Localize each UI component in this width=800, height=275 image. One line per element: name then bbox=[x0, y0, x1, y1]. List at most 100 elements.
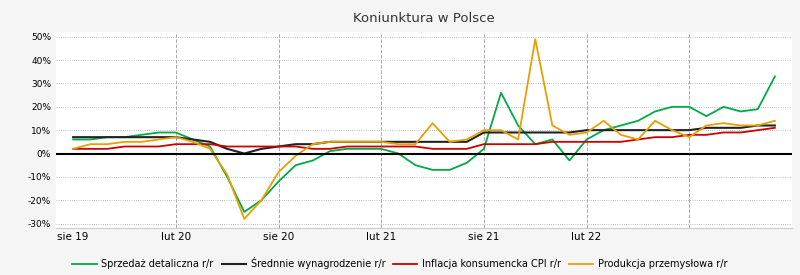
Produkcja przemysłowa r/r bbox=[582, 131, 591, 134]
Średnnie wynagrodzenie r/r bbox=[599, 128, 609, 132]
Produkcja przemysłowa r/r bbox=[718, 122, 728, 125]
Inflacja konsumencka CPI r/r bbox=[239, 145, 249, 148]
Średnnie wynagrodzenie r/r bbox=[308, 142, 318, 146]
Średnnie wynagrodzenie r/r bbox=[702, 126, 711, 130]
Produkcja przemysłowa r/r bbox=[410, 142, 420, 146]
Sprzedaż detaliczna r/r bbox=[68, 138, 78, 141]
Średnnie wynagrodzenie r/r bbox=[667, 128, 677, 132]
Średnnie wynagrodzenie r/r bbox=[582, 128, 591, 132]
Średnnie wynagrodzenie r/r bbox=[633, 128, 642, 132]
Produkcja przemysłowa r/r bbox=[274, 170, 283, 174]
Sprzedaż detaliczna r/r bbox=[616, 124, 626, 127]
Sprzedaż detaliczna r/r bbox=[667, 105, 677, 108]
Produkcja przemysłowa r/r bbox=[308, 142, 318, 146]
Produkcja przemysłowa r/r bbox=[342, 140, 352, 144]
Produkcja przemysłowa r/r bbox=[120, 140, 130, 144]
Sprzedaż detaliczna r/r bbox=[718, 105, 728, 108]
Sprzedaż detaliczna r/r bbox=[377, 147, 386, 150]
Średnnie wynagrodzenie r/r bbox=[274, 145, 283, 148]
Sprzedaż detaliczna r/r bbox=[308, 159, 318, 162]
Średnnie wynagrodzenie r/r bbox=[325, 140, 334, 144]
Sprzedaż detaliczna r/r bbox=[257, 199, 266, 202]
Inflacja konsumencka CPI r/r bbox=[462, 147, 471, 150]
Inflacja konsumencka CPI r/r bbox=[599, 140, 609, 144]
Inflacja konsumencka CPI r/r bbox=[120, 145, 130, 148]
Line: Sprzedaż detaliczna r/r: Sprzedaż detaliczna r/r bbox=[73, 76, 775, 212]
Line: Produkcja przemysłowa r/r: Produkcja przemysłowa r/r bbox=[73, 39, 775, 219]
Średnnie wynagrodzenie r/r bbox=[86, 136, 95, 139]
Produkcja przemysłowa r/r bbox=[154, 138, 163, 141]
Inflacja konsumencka CPI r/r bbox=[325, 147, 334, 150]
Inflacja konsumencka CPI r/r bbox=[394, 145, 403, 148]
Inflacja konsumencka CPI r/r bbox=[479, 142, 489, 146]
Średnnie wynagrodzenie r/r bbox=[342, 140, 352, 144]
Średnnie wynagrodzenie r/r bbox=[377, 140, 386, 144]
Produkcja przemysłowa r/r bbox=[137, 140, 146, 144]
Produkcja przemysłowa r/r bbox=[394, 142, 403, 146]
Produkcja przemysłowa r/r bbox=[291, 154, 301, 158]
Średnnie wynagrodzenie r/r bbox=[359, 140, 369, 144]
Sprzedaż detaliczna r/r bbox=[154, 131, 163, 134]
Produkcja przemysłowa r/r bbox=[359, 140, 369, 144]
Sprzedaż detaliczna r/r bbox=[496, 91, 506, 94]
Inflacja konsumencka CPI r/r bbox=[222, 145, 232, 148]
Średnnie wynagrodzenie r/r bbox=[428, 140, 438, 144]
Inflacja konsumencka CPI r/r bbox=[770, 126, 780, 130]
Średnnie wynagrodzenie r/r bbox=[394, 140, 403, 144]
Produkcja przemysłowa r/r bbox=[428, 122, 438, 125]
Inflacja konsumencka CPI r/r bbox=[582, 140, 591, 144]
Średnnie wynagrodzenie r/r bbox=[616, 128, 626, 132]
Produkcja przemysłowa r/r bbox=[222, 173, 232, 176]
Inflacja konsumencka CPI r/r bbox=[154, 145, 163, 148]
Produkcja przemysłowa r/r bbox=[86, 142, 95, 146]
Produkcja przemysłowa r/r bbox=[462, 138, 471, 141]
Inflacja konsumencka CPI r/r bbox=[377, 145, 386, 148]
Produkcja przemysłowa r/r bbox=[325, 140, 334, 144]
Sprzedaż detaliczna r/r bbox=[530, 142, 540, 146]
Sprzedaż detaliczna r/r bbox=[120, 136, 130, 139]
Produkcja przemysłowa r/r bbox=[736, 124, 746, 127]
Inflacja konsumencka CPI r/r bbox=[547, 140, 557, 144]
Średnnie wynagrodzenie r/r bbox=[685, 128, 694, 132]
Inflacja konsumencka CPI r/r bbox=[650, 136, 660, 139]
Średnnie wynagrodzenie r/r bbox=[496, 131, 506, 134]
Średnnie wynagrodzenie r/r bbox=[462, 140, 471, 144]
Produkcja przemysłowa r/r bbox=[206, 147, 215, 150]
Sprzedaż detaliczna r/r bbox=[685, 105, 694, 108]
Sprzedaż detaliczna r/r bbox=[650, 110, 660, 113]
Inflacja konsumencka CPI r/r bbox=[102, 147, 112, 150]
Sprzedaż detaliczna r/r bbox=[633, 119, 642, 122]
Inflacja konsumencka CPI r/r bbox=[514, 142, 523, 146]
Inflacja konsumencka CPI r/r bbox=[428, 147, 438, 150]
Inflacja konsumencka CPI r/r bbox=[718, 131, 728, 134]
Średnnie wynagrodzenie r/r bbox=[565, 131, 574, 134]
Średnnie wynagrodzenie r/r bbox=[68, 136, 78, 139]
Średnnie wynagrodzenie r/r bbox=[479, 131, 489, 134]
Średnnie wynagrodzenie r/r bbox=[102, 136, 112, 139]
Produkcja przemysłowa r/r bbox=[377, 140, 386, 144]
Inflacja konsumencka CPI r/r bbox=[667, 136, 677, 139]
Line: Średnnie wynagrodzenie r/r: Średnnie wynagrodzenie r/r bbox=[73, 125, 775, 153]
Średnnie wynagrodzenie r/r bbox=[291, 142, 301, 146]
Text: Koniunktura w Polsce: Koniunktura w Polsce bbox=[353, 12, 495, 25]
Średnnie wynagrodzenie r/r bbox=[547, 131, 557, 134]
Inflacja konsumencka CPI r/r bbox=[274, 145, 283, 148]
Średnnie wynagrodzenie r/r bbox=[137, 136, 146, 139]
Sprzedaż detaliczna r/r bbox=[274, 180, 283, 183]
Produkcja przemysłowa r/r bbox=[68, 147, 78, 150]
Sprzedaż detaliczna r/r bbox=[462, 161, 471, 164]
Średnnie wynagrodzenie r/r bbox=[753, 124, 762, 127]
Inflacja konsumencka CPI r/r bbox=[171, 142, 181, 146]
Produkcja przemysłowa r/r bbox=[171, 136, 181, 139]
Inflacja konsumencka CPI r/r bbox=[291, 145, 301, 148]
Inflacja konsumencka CPI r/r bbox=[736, 131, 746, 134]
Sprzedaż detaliczna r/r bbox=[428, 168, 438, 172]
Produkcja przemysłowa r/r bbox=[514, 138, 523, 141]
Produkcja przemysłowa r/r bbox=[565, 133, 574, 136]
Produkcja przemysłowa r/r bbox=[496, 128, 506, 132]
Średnnie wynagrodzenie r/r bbox=[171, 136, 181, 139]
Średnnie wynagrodzenie r/r bbox=[650, 128, 660, 132]
Inflacja konsumencka CPI r/r bbox=[308, 147, 318, 150]
Inflacja konsumencka CPI r/r bbox=[496, 142, 506, 146]
Średnnie wynagrodzenie r/r bbox=[206, 140, 215, 144]
